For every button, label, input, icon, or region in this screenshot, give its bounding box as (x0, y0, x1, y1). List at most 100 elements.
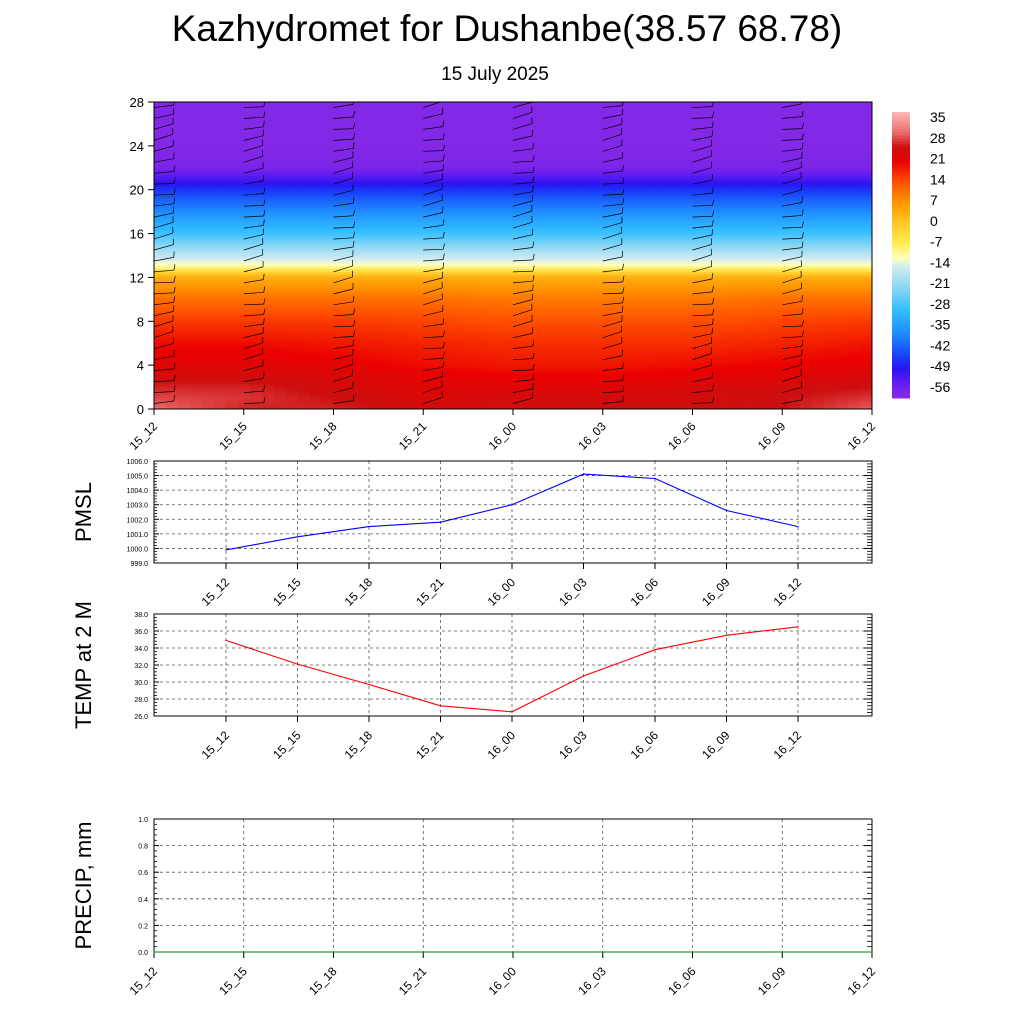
heatmap-cell (261, 148, 275, 152)
heatmap-cell (393, 143, 406, 147)
heatmap-cell (405, 277, 418, 281)
heatmap-cell (524, 324, 538, 328)
heatmap-cell (656, 176, 670, 180)
heatmap-cell (465, 247, 478, 251)
heatmap-cell (860, 269, 872, 273)
heatmap-cell (513, 107, 526, 111)
heatmap-cell (465, 115, 478, 120)
heatmap-cell (524, 137, 538, 141)
heatmap-cell (465, 285, 478, 289)
heatmap-cell (201, 255, 215, 259)
heatmap-cell (704, 304, 718, 309)
heatmap-cell (656, 255, 670, 259)
heatmap-cell (836, 326, 849, 331)
heatmap-cell (824, 282, 837, 287)
heatmap-cell (441, 148, 454, 152)
heatmap-cell (608, 285, 622, 289)
heatmap-cell (321, 129, 335, 133)
heatmap-cell (764, 156, 777, 161)
heatmap-cell (536, 121, 550, 125)
heatmap-cell (333, 318, 347, 322)
heatmap-cell (429, 217, 442, 221)
heatmap-cell (189, 145, 203, 150)
heatmap-cell (644, 241, 658, 246)
heatmap-cell (656, 129, 670, 133)
heatmap-cell (333, 321, 347, 325)
heatmap-cell (776, 302, 789, 306)
heatmap-cell (812, 151, 825, 155)
heatmap-cell (429, 233, 442, 237)
heatmap-cell (513, 195, 526, 199)
heatmap-cell (524, 307, 538, 311)
heatmap-cell (740, 304, 753, 309)
heatmap-cell (177, 269, 191, 273)
heatmap-cell (465, 291, 478, 295)
heatmap-cell (752, 293, 765, 298)
heatmap-cell (584, 222, 598, 226)
heatmap-cell (608, 206, 622, 210)
heatmap-cell (285, 310, 299, 314)
heatmap-cell (620, 252, 634, 257)
heatmap-cell (429, 184, 442, 188)
heatmap-cell (608, 126, 622, 131)
heatmap-cell (501, 148, 514, 152)
heatmap-cell (572, 178, 586, 183)
heatmap-cell (644, 230, 658, 235)
heatmap-cell (848, 293, 861, 298)
heatmap-cell (429, 195, 442, 199)
heatmap-cell (285, 236, 299, 240)
heatmap-cell (201, 118, 215, 122)
heatmap-cell (560, 214, 574, 218)
heatmap-cell (524, 277, 538, 281)
heatmap-cell (824, 112, 837, 117)
heatmap-cell (668, 321, 682, 325)
heatmap-cell (441, 121, 454, 125)
heatmap-cell (704, 200, 718, 205)
heatmap-cell (860, 247, 872, 251)
heatmap-cell (596, 299, 610, 303)
heatmap-cell (740, 159, 753, 163)
heatmap-cell (668, 148, 682, 152)
heatmap-cell (836, 236, 849, 240)
heatmap-cell (560, 211, 574, 215)
heatmap-cell (860, 263, 872, 268)
heatmap-cell (584, 299, 598, 303)
heatmap-cell (716, 313, 729, 317)
heatmap-cell (477, 151, 490, 155)
heatmap-cell (608, 176, 622, 180)
heatmap-cell (584, 255, 598, 259)
heatmap-cell (584, 181, 598, 185)
heatmap-cell (261, 217, 275, 221)
heatmap-cell (381, 129, 394, 133)
heatmap-cell (405, 307, 418, 311)
heatmap-cell (297, 184, 311, 188)
heatmap-cell (668, 285, 682, 289)
heatmap-cell (321, 186, 335, 191)
heatmap-cell (560, 269, 574, 273)
heatmap-cell (489, 244, 502, 248)
heatmap-cell (572, 271, 586, 276)
heatmap-cell (165, 269, 179, 273)
heatmap-cell (201, 247, 215, 251)
heatmap-cell (297, 176, 311, 180)
heatmap-cell (740, 102, 753, 106)
heatmap-cell (345, 112, 359, 117)
heatmap-cell (429, 310, 442, 314)
heatmap-cell (644, 258, 658, 262)
heatmap-cell (752, 129, 765, 133)
heatmap-cell (201, 107, 215, 111)
heatmap-cell (237, 241, 251, 246)
heatmap-cell (632, 244, 646, 248)
heatmap-cell (321, 252, 335, 257)
heatmap-cell (333, 126, 347, 131)
heatmap-cell (501, 162, 514, 166)
heatmap-cell (189, 302, 203, 306)
heatmap-cell (501, 170, 514, 174)
heatmap-cell (477, 181, 490, 185)
heatmap-cell (608, 225, 622, 229)
heatmap-cell (524, 315, 538, 320)
heatmap-cell (656, 151, 670, 155)
heatmap-cell (548, 115, 562, 120)
heatmap-cell (165, 247, 179, 251)
heatmap-cell (381, 321, 394, 325)
